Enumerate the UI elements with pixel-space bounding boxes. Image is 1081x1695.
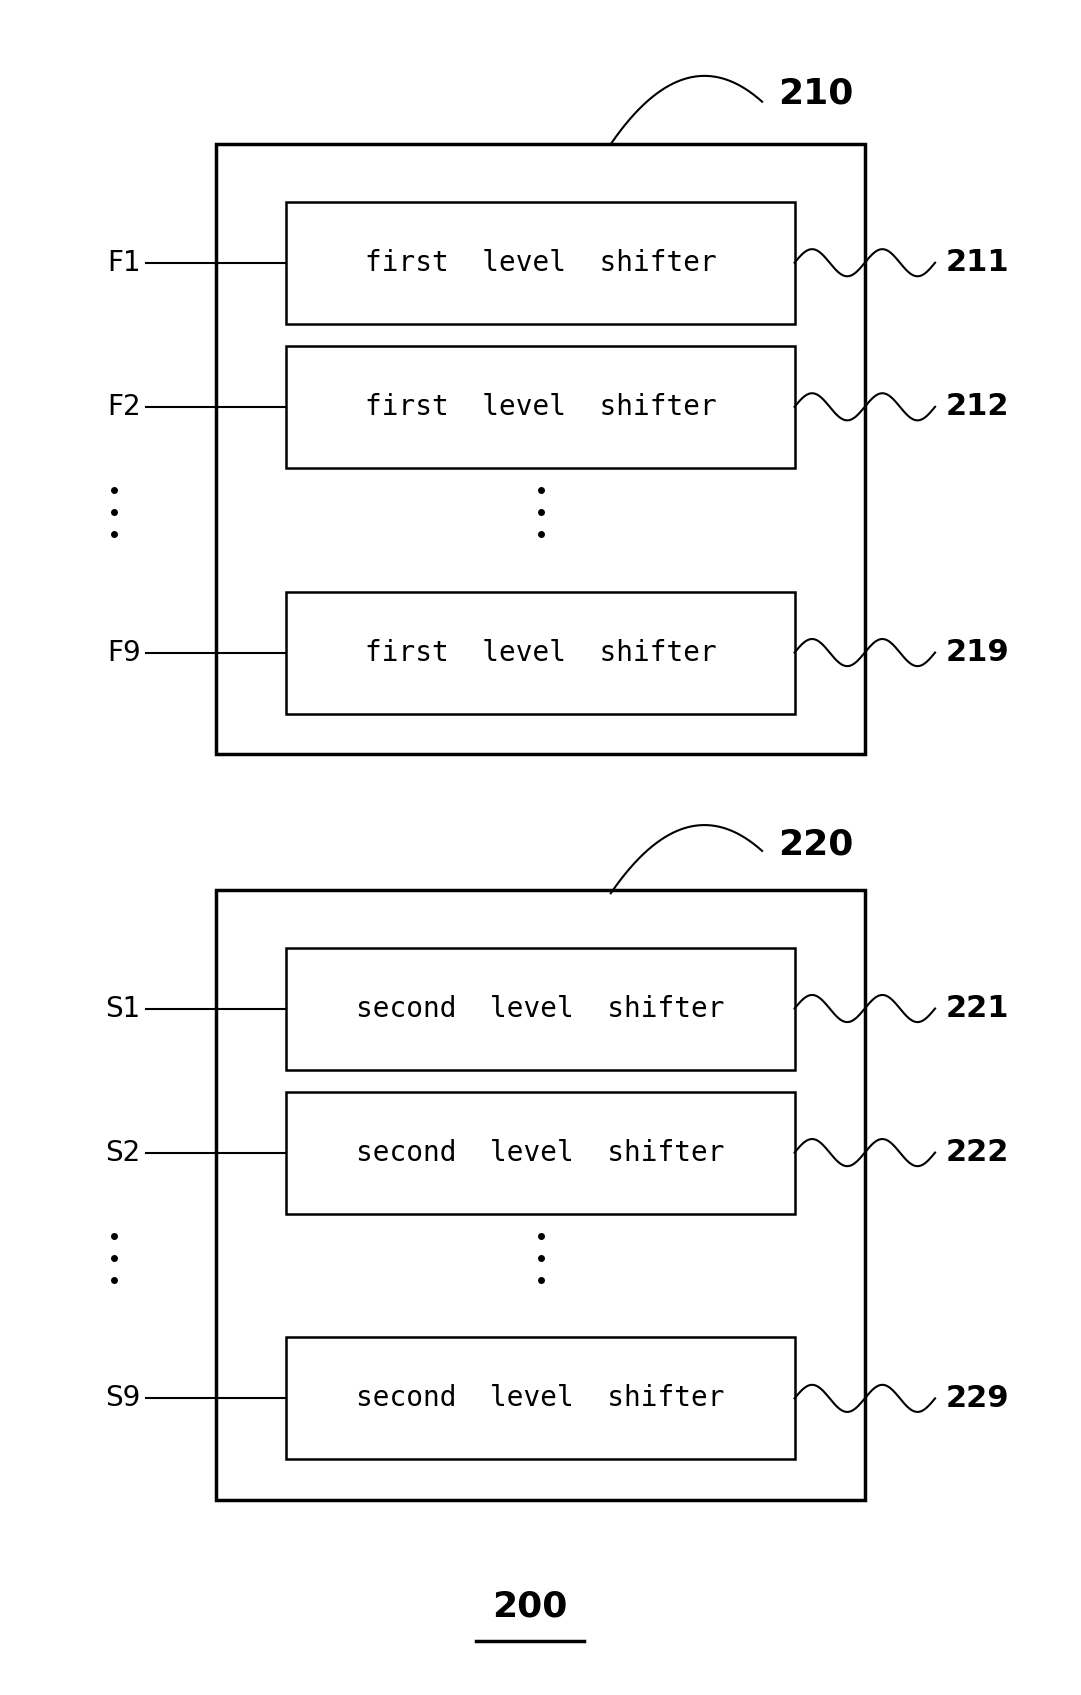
Text: 212: 212 [946, 392, 1010, 422]
Text: 200: 200 [492, 1590, 568, 1624]
Bar [286, 1092, 795, 1214]
Text: 221: 221 [946, 993, 1010, 1024]
Text: first  level  shifter: first level shifter [364, 393, 717, 420]
Text: second  level  shifter: second level shifter [357, 995, 724, 1022]
Text: first  level  shifter: first level shifter [364, 249, 717, 276]
Text: 220: 220 [778, 827, 854, 861]
Bar [216, 890, 865, 1500]
Text: F2: F2 [107, 393, 141, 420]
Text: 211: 211 [946, 247, 1010, 278]
Bar [286, 948, 795, 1070]
Text: 210: 210 [778, 76, 854, 110]
Text: S2: S2 [105, 1139, 141, 1166]
Text: 229: 229 [946, 1383, 1010, 1414]
Bar [286, 346, 795, 468]
Text: S9: S9 [105, 1385, 141, 1412]
Bar [216, 144, 865, 754]
Text: S1: S1 [105, 995, 141, 1022]
Text: F1: F1 [107, 249, 141, 276]
Bar [286, 202, 795, 324]
Bar [286, 1337, 795, 1459]
Text: first  level  shifter: first level shifter [364, 639, 717, 666]
Text: F9: F9 [107, 639, 141, 666]
Text: 219: 219 [946, 637, 1010, 668]
Bar [286, 592, 795, 714]
Text: second  level  shifter: second level shifter [357, 1139, 724, 1166]
Text: 222: 222 [946, 1137, 1010, 1168]
Text: second  level  shifter: second level shifter [357, 1385, 724, 1412]
